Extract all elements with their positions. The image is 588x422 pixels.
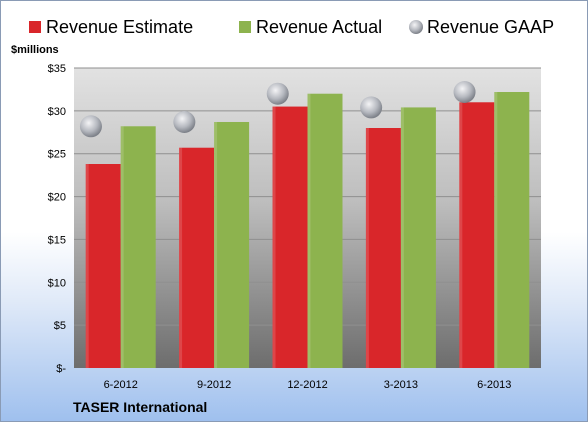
bar-highlight <box>400 107 404 368</box>
company-label: TASER International <box>73 399 207 415</box>
y-tick-label: $5 <box>54 320 66 332</box>
x-tick-label: 6-2013 <box>477 379 511 391</box>
legend-label: Revenue Actual <box>256 17 382 37</box>
gaap-marker <box>173 111 196 133</box>
bar-revenue-estimate <box>459 102 495 369</box>
legend-label: Revenue Estimate <box>46 17 193 37</box>
gaap-marker <box>360 96 383 119</box>
legend: Revenue Estimate Revenue Actual Revenue GA… <box>29 17 554 37</box>
bar-highlight <box>272 106 276 369</box>
gaap-markers <box>79 81 476 138</box>
bar-highlight <box>494 92 498 368</box>
bar-revenue-estimate <box>179 147 215 368</box>
legend-swatch <box>409 20 423 34</box>
legend-swatch <box>239 21 251 33</box>
bar-revenue-actual <box>494 92 530 368</box>
bar-revenue-actual <box>400 107 436 368</box>
bar-highlight <box>85 164 89 368</box>
gaap-marker <box>79 115 102 138</box>
bar-revenue-actual <box>120 126 156 369</box>
bar-highlight <box>365 128 369 368</box>
x-axis-ticks: 6-2012 9-2012 12-2012 3-2013 6-2013 <box>104 379 512 391</box>
bar-highlight <box>307 93 311 368</box>
y-unit-label: $millions <box>11 44 59 56</box>
x-tick-label: 12-2012 <box>287 379 327 391</box>
legend-swatch <box>29 21 41 33</box>
bar-revenue-estimate <box>272 106 308 369</box>
y-tick-label: $- <box>56 363 66 375</box>
bar-revenue-actual <box>307 93 343 368</box>
x-tick-label: 9-2012 <box>197 379 231 391</box>
bars <box>85 92 530 369</box>
y-tick-label: $20 <box>48 192 66 204</box>
bar-revenue-estimate <box>85 164 121 368</box>
legend-label: Revenue GAAP <box>427 17 554 37</box>
bar-highlight <box>120 126 124 369</box>
y-tick-label: $35 <box>48 63 66 75</box>
bar-revenue-actual <box>214 122 250 368</box>
bar-highlight <box>214 122 218 368</box>
y-tick-label: $30 <box>48 106 66 118</box>
x-tick-label: 6-2012 <box>104 379 138 391</box>
y-tick-label: $15 <box>48 234 66 246</box>
y-axis-ticks: $- $5 $10 $15 $20 $25 $30 $35 <box>48 63 67 375</box>
gaap-marker <box>266 82 289 105</box>
y-tick-label: $10 <box>48 277 66 289</box>
gaap-marker <box>453 81 476 103</box>
x-tick-label: 3-2013 <box>384 379 418 391</box>
bar-highlight <box>179 147 183 368</box>
bar-highlight <box>459 102 463 369</box>
y-tick-label: $25 <box>48 149 66 161</box>
bar-revenue-estimate <box>365 128 401 368</box>
